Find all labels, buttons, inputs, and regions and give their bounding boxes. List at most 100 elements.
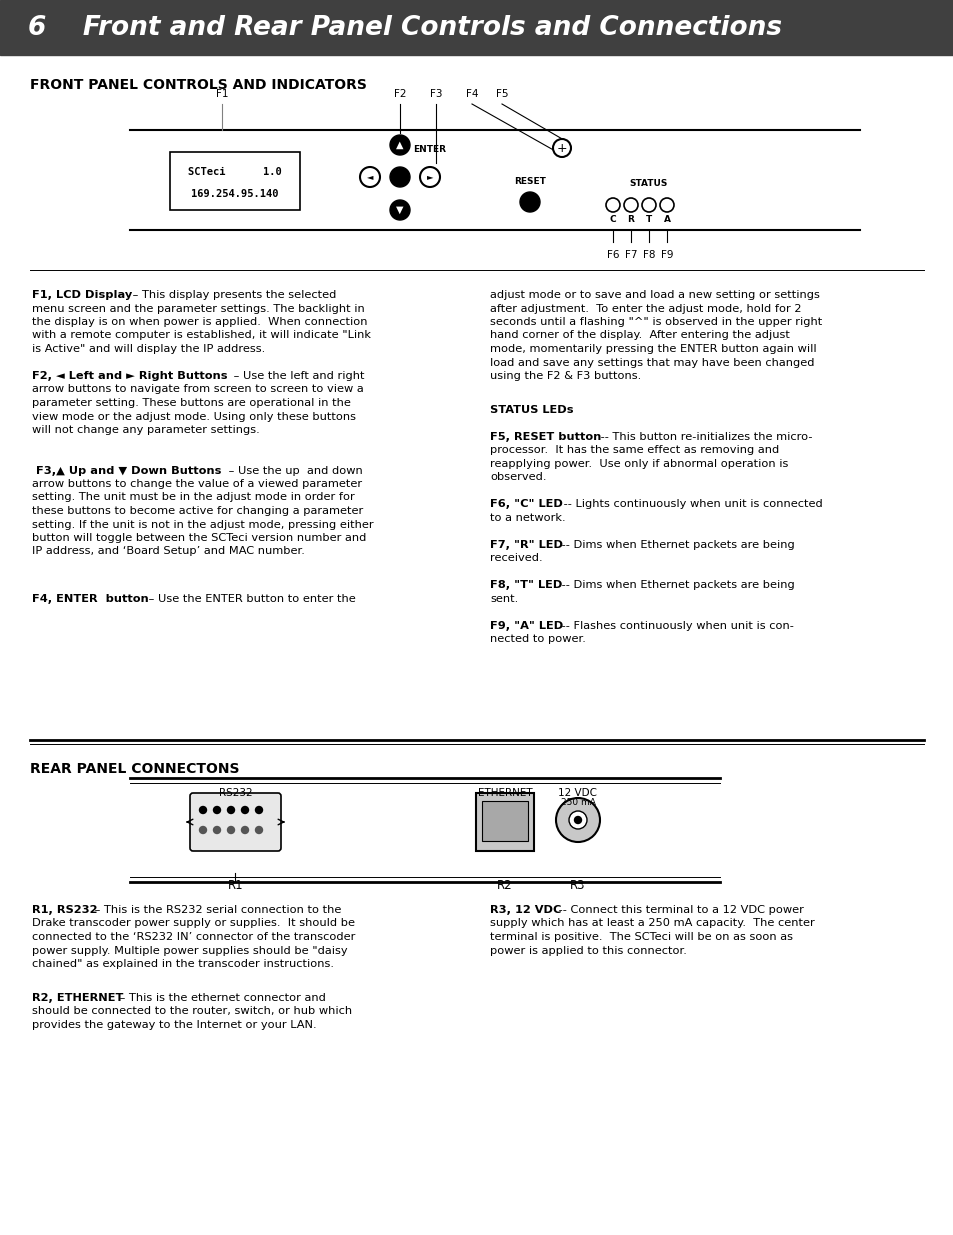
Text: +: +: [557, 142, 567, 154]
Text: F9, "A" LED: F9, "A" LED: [490, 621, 562, 631]
Circle shape: [213, 826, 220, 834]
Text: load and save any settings that may have been changed: load and save any settings that may have…: [490, 357, 814, 368]
Text: – Use the ENTER button to enter the: – Use the ENTER button to enter the: [145, 594, 355, 604]
FancyBboxPatch shape: [190, 793, 281, 851]
Text: using the F2 & F3 buttons.: using the F2 & F3 buttons.: [490, 370, 640, 382]
Text: setting. If the unit is not in the adjust mode, pressing either: setting. If the unit is not in the adjus…: [32, 520, 374, 530]
Circle shape: [390, 200, 410, 220]
Text: F7, "R" LED: F7, "R" LED: [490, 540, 562, 550]
Text: R3, 12 VDC: R3, 12 VDC: [490, 905, 560, 915]
Text: ETHERNET: ETHERNET: [477, 788, 532, 798]
Bar: [0, 0, 953, 56]
Text: terminal is positive.  The SCTeci will be on as soon as: terminal is positive. The SCTeci will be…: [490, 932, 792, 942]
Text: F1, LCD Display: F1, LCD Display: [32, 290, 132, 300]
Text: R1, RS232: R1, RS232: [32, 905, 97, 915]
Text: REAR PANEL CONNECTONS: REAR PANEL CONNECTONS: [30, 762, 239, 776]
Text: – Use the up  and down: – Use the up and down: [225, 466, 362, 475]
Text: F3,▲ Up and ▼ Down Buttons: F3,▲ Up and ▼ Down Buttons: [32, 466, 221, 475]
Text: nected to power.: nected to power.: [490, 635, 585, 645]
Text: supply which has at least a 250 mA capacity.  The center: supply which has at least a 250 mA capac…: [490, 919, 814, 929]
Text: F5, RESET button: F5, RESET button: [490, 432, 600, 442]
Circle shape: [255, 806, 262, 814]
Circle shape: [359, 167, 379, 186]
Text: ►: ►: [426, 173, 433, 182]
Text: should be connected to the router, switch, or hub which: should be connected to the router, switc…: [32, 1007, 352, 1016]
Text: power is applied to this connector.: power is applied to this connector.: [490, 946, 686, 956]
Text: seconds until a flashing "^" is observed in the upper right: seconds until a flashing "^" is observed…: [490, 317, 821, 327]
Text: R: R: [627, 215, 634, 225]
Text: menu screen and the parameter settings. The backlight in: menu screen and the parameter settings. …: [32, 304, 364, 314]
Text: R2: R2: [497, 879, 513, 892]
Circle shape: [623, 198, 638, 212]
Text: after adjustment.  To enter the adjust mode, hold for 2: after adjustment. To enter the adjust mo…: [490, 304, 801, 314]
Text: button will toggle between the SCTeci version number and: button will toggle between the SCTeci ve…: [32, 534, 366, 543]
Text: view mode or the adjust mode. Using only these buttons: view mode or the adjust mode. Using only…: [32, 411, 355, 421]
Text: F5: F5: [496, 89, 508, 99]
Text: parameter setting. These buttons are operational in the: parameter setting. These buttons are ope…: [32, 398, 351, 408]
Text: – This display presents the selected: – This display presents the selected: [129, 290, 336, 300]
Text: Drake transcoder power supply or supplies.  It should be: Drake transcoder power supply or supplie…: [32, 919, 355, 929]
Bar: [481, 802, 527, 841]
Text: R2, ETHERNET: R2, ETHERNET: [32, 993, 123, 1003]
Text: ENTER: ENTER: [413, 144, 446, 153]
Text: A: A: [662, 215, 670, 225]
Text: power supply. Multiple power supplies should be "daisy: power supply. Multiple power supplies sh…: [32, 946, 347, 956]
Text: F4: F4: [465, 89, 477, 99]
Text: F8: F8: [642, 249, 655, 261]
Text: F4, ENTER  button: F4, ENTER button: [32, 594, 149, 604]
Text: IP address, and ‘Board Setup’ and MAC number.: IP address, and ‘Board Setup’ and MAC nu…: [32, 547, 305, 557]
Text: 169.254.95.140: 169.254.95.140: [191, 189, 278, 199]
Text: RS232: RS232: [218, 788, 252, 798]
Circle shape: [241, 806, 248, 814]
Text: -- Connect this terminal to a 12 VDC power: -- Connect this terminal to a 12 VDC pow…: [555, 905, 803, 915]
Text: provides the gateway to the Internet or your LAN.: provides the gateway to the Internet or …: [32, 1020, 316, 1030]
Text: ◄: ◄: [366, 173, 373, 182]
Text: to a network.: to a network.: [490, 513, 565, 522]
Text: F1: F1: [215, 89, 228, 99]
Circle shape: [227, 826, 234, 834]
Circle shape: [519, 191, 539, 212]
Circle shape: [199, 826, 206, 834]
Text: setting. The unit must be in the adjust mode in order for: setting. The unit must be in the adjust …: [32, 493, 355, 503]
Text: F7: F7: [624, 249, 637, 261]
Text: hand corner of the display.  After entering the adjust: hand corner of the display. After enteri…: [490, 331, 789, 341]
Text: F3: F3: [429, 89, 442, 99]
Text: 250 mA: 250 mA: [560, 798, 595, 806]
Circle shape: [605, 198, 619, 212]
Circle shape: [255, 826, 262, 834]
Text: -- Dims when Ethernet packets are being: -- Dims when Ethernet packets are being: [558, 540, 794, 550]
Text: these buttons to become active for changing a parameter: these buttons to become active for chang…: [32, 506, 363, 516]
Text: -- Flashes continuously when unit is con-: -- Flashes continuously when unit is con…: [558, 621, 793, 631]
Circle shape: [419, 167, 439, 186]
Text: – This is the RS232 serial connection to the: – This is the RS232 serial connection to…: [91, 905, 341, 915]
Text: observed.: observed.: [490, 472, 546, 482]
Text: STATUS: STATUS: [629, 179, 667, 188]
Text: connected to the ‘RS232 IN’ connector of the transcoder: connected to the ‘RS232 IN’ connector of…: [32, 932, 355, 942]
Circle shape: [574, 816, 581, 824]
Text: F8, "T" LED: F8, "T" LED: [490, 580, 561, 590]
Circle shape: [556, 798, 599, 842]
Circle shape: [241, 826, 248, 834]
Text: F2, ◄ Left and ► Right Buttons: F2, ◄ Left and ► Right Buttons: [32, 370, 227, 382]
Text: 6    Front and Rear Panel Controls and Connections: 6 Front and Rear Panel Controls and Conn…: [28, 15, 781, 41]
Text: -- Lights continuously when unit is connected: -- Lights continuously when unit is conn…: [559, 499, 821, 509]
Text: will not change any parameter settings.: will not change any parameter settings.: [32, 425, 259, 435]
Text: -- Dims when Ethernet packets are being: -- Dims when Ethernet packets are being: [558, 580, 794, 590]
Circle shape: [390, 167, 410, 186]
Text: F6: F6: [606, 249, 618, 261]
Text: arrow buttons to change the value of a viewed parameter: arrow buttons to change the value of a v…: [32, 479, 362, 489]
Text: mode, momentarily pressing the ENTER button again will: mode, momentarily pressing the ENTER but…: [490, 345, 816, 354]
Circle shape: [213, 806, 220, 814]
Circle shape: [568, 811, 586, 829]
Text: F9: F9: [660, 249, 673, 261]
Bar: [476, 793, 534, 851]
Text: T: T: [645, 215, 652, 225]
Text: processor.  It has the same effect as removing and: processor. It has the same effect as rem…: [490, 446, 779, 456]
Text: STATUS LEDs: STATUS LEDs: [490, 405, 573, 415]
Text: the display is on when power is applied.  When connection: the display is on when power is applied.…: [32, 317, 367, 327]
Text: RESET: RESET: [514, 178, 545, 186]
Bar: [170, 152, 299, 210]
Text: F2: F2: [394, 89, 406, 99]
Text: FRONT PANEL CONTROLS AND INDICATORS: FRONT PANEL CONTROLS AND INDICATORS: [30, 78, 367, 91]
Text: ▲: ▲: [395, 140, 403, 149]
